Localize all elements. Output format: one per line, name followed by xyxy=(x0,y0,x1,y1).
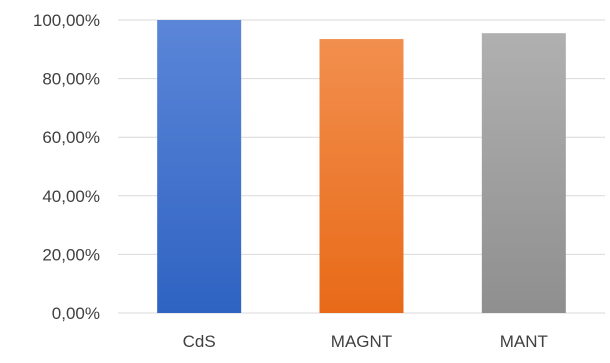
y-tick-label: 100,00% xyxy=(33,11,100,30)
y-tick-label: 20,00% xyxy=(42,245,100,264)
bar-cds xyxy=(157,20,242,313)
y-tick-label: 0,00% xyxy=(52,304,100,323)
y-tick-label: 80,00% xyxy=(42,70,100,89)
bars xyxy=(157,20,566,314)
y-tick-label: 40,00% xyxy=(42,187,100,206)
y-tick-label: 60,00% xyxy=(42,128,100,147)
bar-magnt xyxy=(319,39,404,314)
x-axis-tick-labels: CdS MAGNT MANT xyxy=(183,332,548,351)
y-axis-tick-labels: 0,00% 20,00% 40,00% 60,00% 80,00% 100,00% xyxy=(33,11,100,323)
bar-mant xyxy=(481,33,566,314)
x-tick-label: MAGNT xyxy=(331,332,392,351)
x-tick-label: CdS xyxy=(183,332,216,351)
x-tick-label: MANT xyxy=(500,332,548,351)
